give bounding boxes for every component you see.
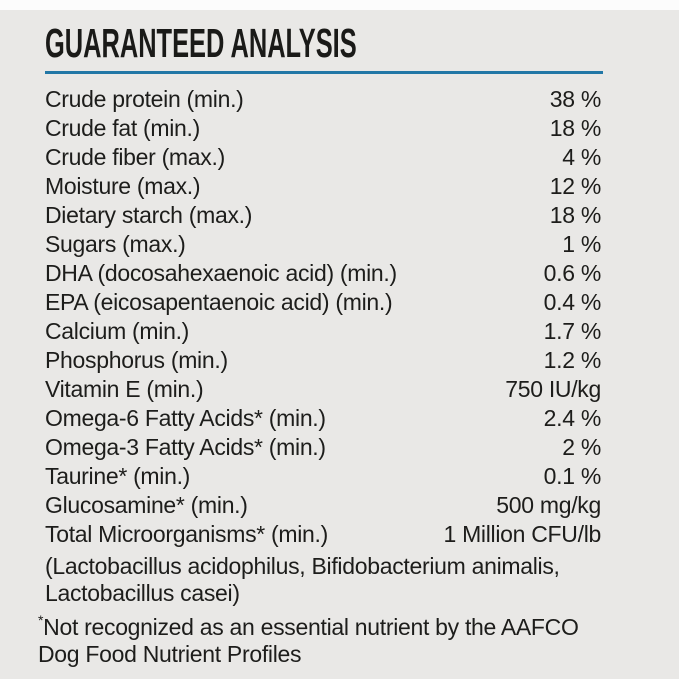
nutrient-label: Glucosamine* (min.) — [45, 492, 248, 518]
nutrient-value: 1 % — [562, 231, 601, 257]
nutrient-value: 0.4 % — [543, 289, 602, 315]
species-note-line2: Lactobacillus casei) — [45, 580, 240, 606]
nutrient-label: Moisture (max.) — [45, 173, 201, 199]
analysis-row: Total Microorganisms* (min.) 1 Million C… — [45, 520, 603, 549]
nutrient-label: Taurine* (min.) — [45, 463, 191, 489]
analysis-row: Moisture (max.) 12 % — [45, 172, 603, 201]
nutrient-label: EPA (eicosapentaenoic acid) (min.) — [45, 289, 393, 315]
analysis-row: Crude fat (min.) 18 % — [45, 114, 603, 143]
analysis-row: Crude protein (min.) 38 % — [45, 85, 603, 114]
analysis-row: Glucosamine* (min.) 500 mg/kg — [45, 491, 603, 520]
nutrient-value: 2.4 % — [543, 405, 602, 431]
top-strip — [0, 0, 679, 10]
nutrient-value: 2 % — [562, 434, 601, 460]
nutrient-value: 0.1 % — [543, 463, 602, 489]
analysis-row: Crude fiber (max.) 4 % — [45, 143, 603, 172]
analysis-row: Omega-6 Fatty Acids* (min.) 2.4 % — [45, 404, 603, 433]
analysis-row: Dietary starch (max.) 18 % — [45, 201, 603, 230]
species-note: (Lactobacillus acidophilus, Bifidobacter… — [45, 553, 603, 607]
label-content: GUARANTEED ANALYSIS Crude protein (min.)… — [0, 10, 603, 668]
nutrient-label: Crude protein (min.) — [45, 86, 244, 112]
nutrient-value: 500 mg/kg — [496, 492, 601, 518]
species-note-line1: (Lactobacillus acidophilus, Bifidobacter… — [45, 553, 560, 579]
nutrient-label: DHA (docosahexaenoic acid) (min.) — [45, 260, 397, 286]
nutrient-value: 18 % — [549, 115, 602, 141]
analysis-row: Phosphorus (min.) 1.2 % — [45, 346, 603, 375]
nutrient-label: Omega-6 Fatty Acids* (min.) — [45, 405, 326, 431]
nutrient-value: 12 % — [549, 173, 602, 199]
nutrient-label: Dietary starch (max.) — [45, 202, 253, 228]
analysis-row: DHA (docosahexaenoic acid) (min.) 0.6 % — [45, 259, 603, 288]
analysis-row: EPA (eicosapentaenoic acid) (min.) 0.4 % — [45, 288, 603, 317]
footnote-text-line1: Not recognized as an essential nutrient … — [43, 614, 579, 640]
page-title: GUARANTEED ANALYSIS — [45, 20, 357, 66]
nutrient-label: Phosphorus (min.) — [45, 347, 228, 373]
nutrient-label: Crude fat (min.) — [45, 115, 200, 141]
nutrient-value: 750 IU/kg — [505, 376, 601, 402]
nutrient-value: 0.6 % — [543, 260, 602, 286]
analysis-row: Sugars (max.) 1 % — [45, 230, 603, 259]
nutrient-value: 4 % — [562, 144, 601, 170]
nutrient-value: 1.7 % — [543, 318, 602, 344]
analysis-row: Taurine* (min.) 0.1 % — [45, 462, 603, 491]
title-divider — [45, 71, 603, 74]
nutrient-label: Total Microorganisms* (min.) — [45, 521, 328, 547]
nutrient-label: Omega-3 Fatty Acids* (min.) — [45, 434, 326, 460]
footnote: *Not recognized as an essential nutrient… — [38, 613, 603, 668]
nutrient-label: Calcium (min.) — [45, 318, 190, 344]
analysis-row: Vitamin E (min.) 750 IU/kg — [45, 375, 603, 404]
nutrient-value: 1 Million CFU/lb — [443, 521, 601, 547]
analysis-row: Omega-3 Fatty Acids* (min.) 2 % — [45, 433, 603, 462]
analysis-row: Calcium (min.) 1.7 % — [45, 317, 603, 346]
nutrient-label: Vitamin E (min.) — [45, 376, 204, 402]
nutrient-label: Crude fiber (max.) — [45, 144, 225, 170]
nutrient-value: 18 % — [549, 202, 602, 228]
nutrient-value: 38 % — [549, 86, 602, 112]
nutrient-label: Sugars (max.) — [45, 231, 186, 257]
footnote-line1: *Not recognized as an essential nutrient… — [38, 613, 603, 641]
footnote-asterisk: * — [38, 612, 44, 628]
footnote-line2: Dog Food Nutrient Profiles — [38, 641, 302, 667]
analysis-table: Crude protein (min.) 38 % Crude fat (min… — [45, 85, 603, 549]
nutrient-value: 1.2 % — [543, 347, 602, 373]
